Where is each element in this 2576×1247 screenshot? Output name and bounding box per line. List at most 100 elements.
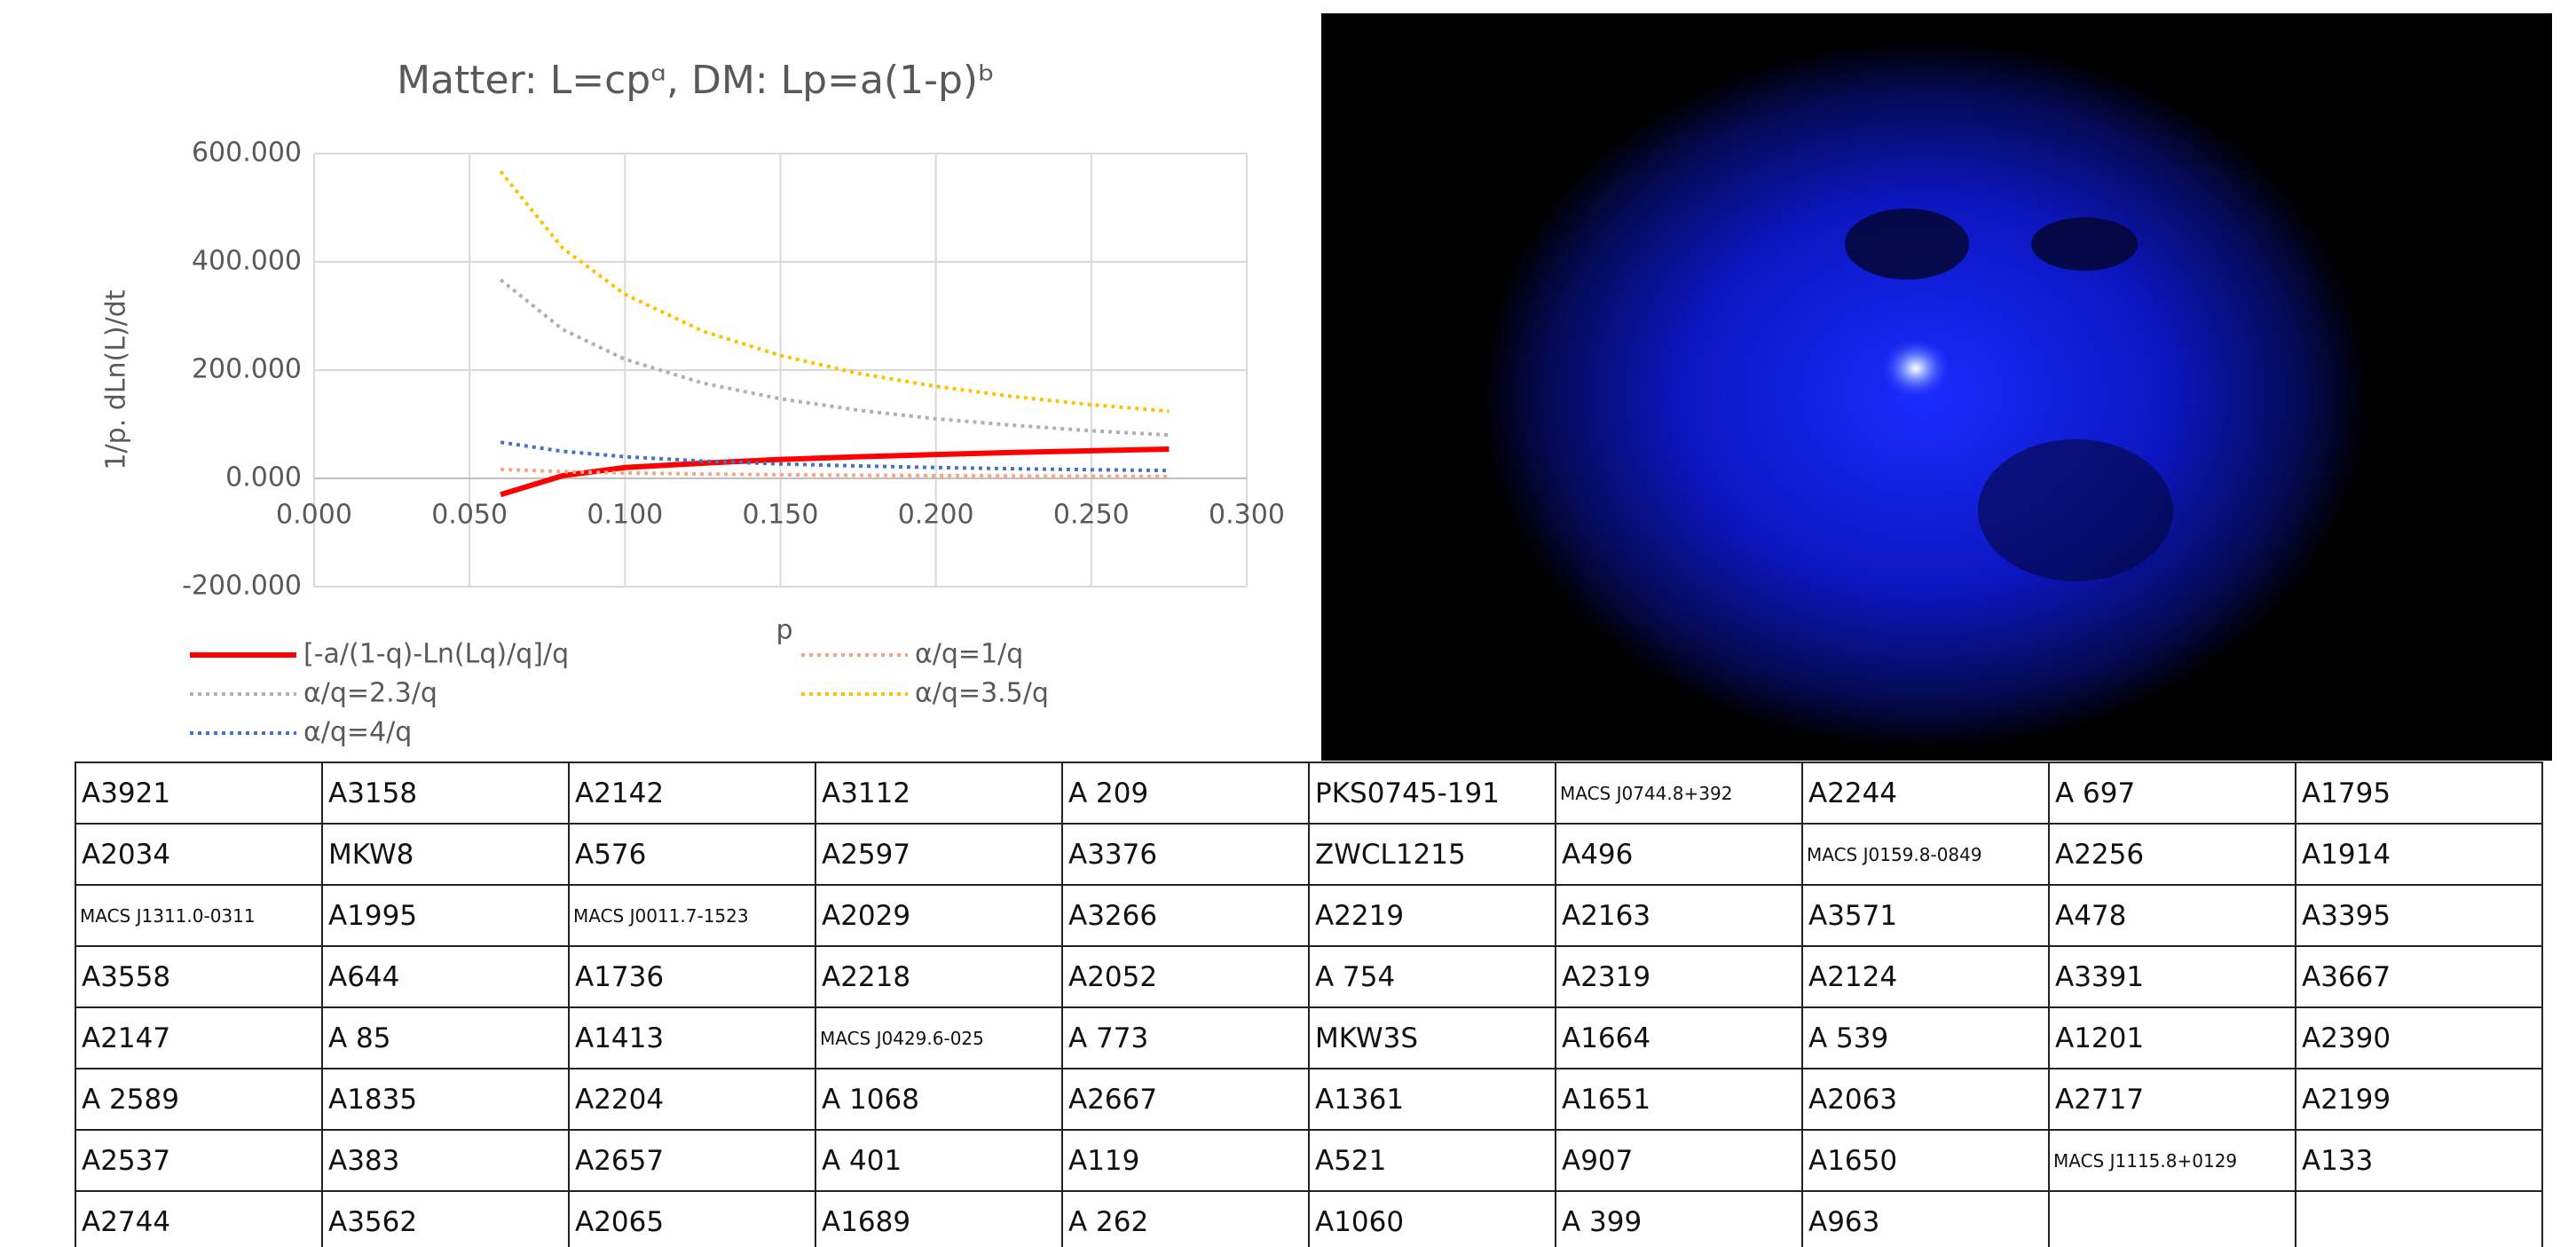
table-cell: A 754 xyxy=(1309,946,1556,1007)
chart-title: Matter: L=cpᵅ, DM: Lp=a(1-p)ᵇ xyxy=(397,58,995,103)
table-cell: A1795 xyxy=(2296,762,2542,824)
table-cell: A119 xyxy=(1062,1130,1309,1191)
table-cell: A2667 xyxy=(1062,1069,1309,1130)
table-cell: A1651 xyxy=(1556,1069,1802,1130)
table-cell: A2537 xyxy=(75,1130,322,1191)
table-cell: MACS J0429.6-025 xyxy=(815,1007,1062,1069)
table-cell: MKW3S xyxy=(1309,1007,1556,1069)
table-cell: A3667 xyxy=(2296,946,2542,1007)
table-cell: A1413 xyxy=(569,1007,815,1069)
table-cell: A2163 xyxy=(1556,885,1802,946)
table-cell: A1664 xyxy=(1556,1007,1802,1069)
table-cell: A644 xyxy=(322,946,569,1007)
x-axis-label: p xyxy=(776,615,792,646)
table-cell: A2063 xyxy=(1802,1069,2049,1130)
table-cell: A2390 xyxy=(2296,1007,2542,1069)
table-cell: A 401 xyxy=(815,1130,1062,1191)
table-cell: A 262 xyxy=(1062,1191,1309,1247)
x-tick-label: 0.300 xyxy=(1209,500,1285,531)
cavity xyxy=(2031,217,2138,271)
table-cell: A2124 xyxy=(1802,946,2049,1007)
core xyxy=(1880,337,1951,399)
table-cell: A133 xyxy=(2296,1130,2542,1191)
table-cell: A3266 xyxy=(1062,885,1309,946)
table-cell: A3112 xyxy=(815,762,1062,824)
table-cell: A963 xyxy=(1802,1191,2049,1247)
table-cell: ZWCL1215 xyxy=(1309,824,1556,885)
table-cell: A1835 xyxy=(322,1069,569,1130)
table-cell: A3921 xyxy=(75,762,322,824)
y-tick-label: 600.000 xyxy=(192,138,302,169)
table-cell: MACS J0744.8+392 xyxy=(1556,762,1802,824)
y-tick-label: 200.000 xyxy=(192,354,302,385)
table-cell xyxy=(2049,1191,2296,1247)
table-cell: A478 xyxy=(2049,885,2296,946)
x-tick-label: 0.250 xyxy=(1053,500,1130,531)
table-cell: A383 xyxy=(322,1130,569,1191)
chart: Matter: L=cpᵅ, DM: Lp=a(1-p)ᵇ 1/p. dLn(L… xyxy=(75,13,1317,761)
x-tick-label: 0.150 xyxy=(743,500,819,531)
table-cell: A2147 xyxy=(75,1007,322,1069)
table-cell: A2199 xyxy=(2296,1069,2542,1130)
y-tick-label: 400.000 xyxy=(192,246,302,277)
table-cell: A1736 xyxy=(569,946,815,1007)
table-cell: A2029 xyxy=(815,885,1062,946)
x-tick-label: 0.000 xyxy=(276,500,352,531)
table-cell: A3158 xyxy=(322,762,569,824)
cluster-image xyxy=(1321,13,2552,761)
table-cell: A3395 xyxy=(2296,885,2542,946)
table-cell: A1650 xyxy=(1802,1130,2049,1191)
table-cell: A 773 xyxy=(1062,1007,1309,1069)
x-tick-label: 0.100 xyxy=(587,500,663,531)
table-cell: A1060 xyxy=(1309,1191,1556,1247)
table-cell: A2319 xyxy=(1556,946,1802,1007)
table-cell: A2204 xyxy=(569,1069,815,1130)
legend-label: α/q=4/q xyxy=(303,717,412,748)
legend-label: α/q=2.3/q xyxy=(303,678,437,709)
table-cell: A3571 xyxy=(1802,885,2049,946)
table-cell: A3376 xyxy=(1062,824,1309,885)
y-axis-label: 1/p. dLn(L)/dt xyxy=(101,289,132,470)
page: Matter: L=cpᵅ, DM: Lp=a(1-p)ᵇ 1/p. dLn(L… xyxy=(0,0,2576,1247)
table-cell: A 399 xyxy=(1556,1191,1802,1247)
table-cell: A2244 xyxy=(1802,762,2049,824)
table-cell: A2218 xyxy=(815,946,1062,1007)
cluster-image-drawing xyxy=(1321,13,2552,761)
table-cell: A2065 xyxy=(569,1191,815,1247)
cavity xyxy=(1845,209,1969,280)
table-cell: A2052 xyxy=(1062,946,1309,1007)
table-cell: A 209 xyxy=(1062,762,1309,824)
legend-label: [-a/(1-q)-Ln(Lq)/q]/q xyxy=(303,639,569,670)
chart-background xyxy=(75,13,1317,761)
table-cell: A2717 xyxy=(2049,1069,2296,1130)
table-cell: A3562 xyxy=(322,1191,569,1247)
table-cell: A2597 xyxy=(815,824,1062,885)
table-cell: A1689 xyxy=(815,1191,1062,1247)
table-cell: PKS0745-191 xyxy=(1309,762,1556,824)
cavity xyxy=(1978,439,2173,581)
table-cell: A2256 xyxy=(2049,824,2296,885)
table-cell: A496 xyxy=(1556,824,1802,885)
table-cell: A2142 xyxy=(569,762,815,824)
x-tick-label: 0.050 xyxy=(431,500,508,531)
table-cell: A2219 xyxy=(1309,885,1556,946)
table-cell: A1361 xyxy=(1309,1069,1556,1130)
table-cell: A1201 xyxy=(2049,1007,2296,1069)
table-cell: A2657 xyxy=(569,1130,815,1191)
table-cell: A 697 xyxy=(2049,762,2296,824)
table-cell: A 1068 xyxy=(815,1069,1062,1130)
table-cell: A1914 xyxy=(2296,824,2542,885)
table-cell: MACS J0159.8-0849 xyxy=(1802,824,2049,885)
table-cell xyxy=(2296,1191,2542,1247)
legend-label: α/q=1/q xyxy=(915,639,1023,670)
table-cell: MACS J1115.8+0129 xyxy=(2049,1130,2296,1191)
table-cell: A907 xyxy=(1556,1130,1802,1191)
table-cell: MACS J0011.7-1523 xyxy=(569,885,815,946)
table-cell: A 85 xyxy=(322,1007,569,1069)
